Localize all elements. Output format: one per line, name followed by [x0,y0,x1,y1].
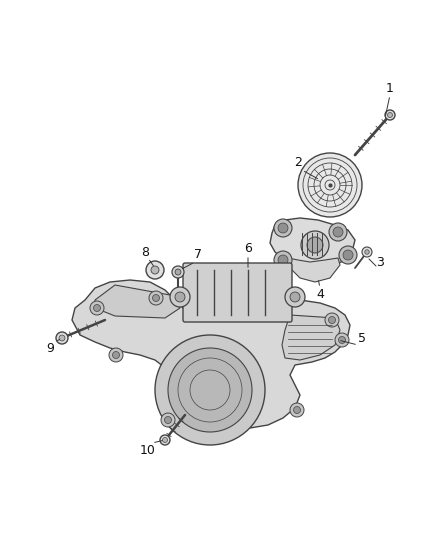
Circle shape [160,435,170,445]
Circle shape [149,291,163,305]
Circle shape [168,348,252,432]
Circle shape [152,295,159,302]
Circle shape [362,247,372,257]
Circle shape [93,304,100,311]
Circle shape [175,292,185,302]
Text: 6: 6 [244,241,252,254]
Circle shape [151,266,159,274]
Circle shape [155,335,265,445]
Circle shape [290,292,300,302]
Circle shape [385,110,395,120]
Circle shape [365,250,369,254]
Text: 4: 4 [316,288,324,302]
Circle shape [231,295,245,309]
Text: 5: 5 [358,332,366,344]
Circle shape [90,301,104,315]
Circle shape [328,317,336,324]
Circle shape [172,266,184,278]
Polygon shape [95,285,180,318]
Circle shape [293,407,300,414]
Circle shape [339,246,357,264]
Circle shape [325,313,339,327]
Circle shape [146,261,164,279]
Circle shape [165,416,172,424]
Circle shape [329,223,347,241]
Circle shape [274,219,292,237]
Text: 10: 10 [140,443,156,456]
Text: 2: 2 [294,156,302,168]
Polygon shape [282,315,340,360]
Circle shape [162,438,167,442]
Circle shape [278,255,288,265]
Circle shape [175,269,181,275]
Circle shape [113,351,120,359]
Text: 8: 8 [141,246,149,259]
Text: 7: 7 [194,248,202,262]
Circle shape [278,223,288,233]
Polygon shape [72,280,350,428]
Circle shape [274,251,292,269]
Polygon shape [270,218,355,268]
Circle shape [333,227,343,237]
Circle shape [109,348,123,362]
Circle shape [298,153,362,217]
Circle shape [234,298,241,305]
Circle shape [335,333,349,347]
Circle shape [301,231,329,259]
Circle shape [161,413,175,427]
Circle shape [170,287,190,307]
Circle shape [59,335,65,341]
Circle shape [339,336,346,343]
Circle shape [56,332,68,344]
Text: 1: 1 [386,82,394,94]
FancyBboxPatch shape [183,263,292,322]
Circle shape [285,287,305,307]
Polygon shape [285,255,340,282]
Text: 9: 9 [46,342,54,354]
Circle shape [307,237,323,253]
Circle shape [290,403,304,417]
Circle shape [388,112,392,117]
Circle shape [343,250,353,260]
Text: 3: 3 [376,255,384,269]
